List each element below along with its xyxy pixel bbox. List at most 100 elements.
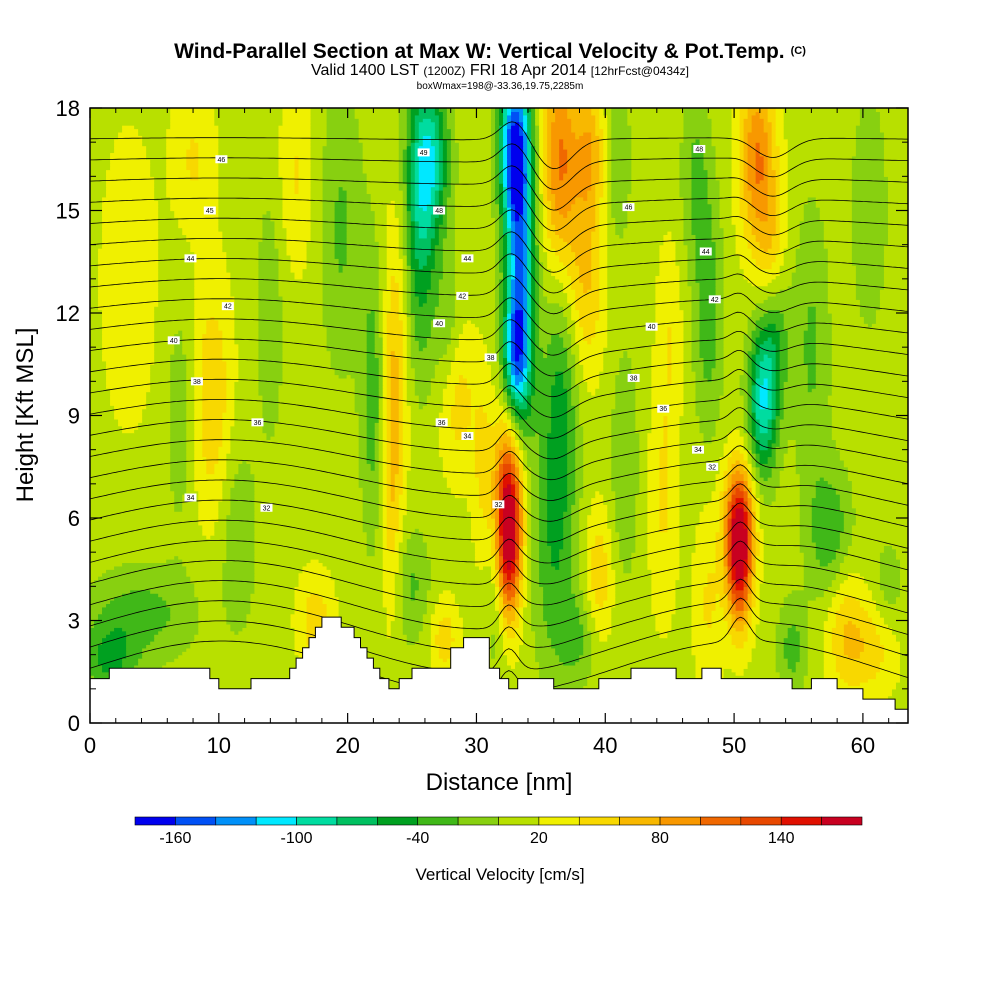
velocity-cell (843, 600, 861, 605)
velocity-cell (503, 343, 508, 348)
velocity-cell (226, 617, 247, 622)
velocity-cell (523, 371, 528, 376)
velocity-cell (779, 439, 789, 444)
velocity-cell (819, 559, 833, 564)
velocity-cell (515, 559, 520, 564)
velocity-cell (691, 579, 709, 584)
velocity-cell (751, 477, 757, 482)
velocity-cell (691, 582, 709, 587)
velocity-cell (899, 661, 908, 666)
velocity-cell (234, 340, 260, 345)
velocity-cell (575, 446, 584, 451)
velocity-cell (254, 572, 300, 577)
velocity-cell (571, 524, 580, 529)
velocity-cell (783, 463, 797, 468)
velocity-cell (274, 429, 360, 434)
velocity-cell (743, 524, 749, 529)
velocity-cell (494, 555, 500, 560)
velocity-cell (727, 559, 733, 564)
velocity-cell (851, 524, 908, 529)
velocity-cell (839, 531, 853, 536)
velocity-cell (703, 432, 717, 437)
velocity-cell (374, 422, 380, 427)
velocity-cell (695, 658, 753, 663)
velocity-cell (382, 524, 388, 529)
velocity-cell (667, 453, 681, 458)
velocity-cell (362, 511, 380, 516)
velocity-cell (478, 487, 492, 492)
velocity-cell (186, 432, 195, 437)
velocity-cell (226, 398, 235, 403)
velocity-cell (382, 398, 388, 403)
velocity-cell (799, 518, 813, 523)
velocity-cell (755, 500, 761, 505)
velocity-cell (727, 521, 733, 526)
velocity-cell (334, 589, 384, 594)
velocity-cell (651, 401, 685, 406)
velocity-cell (787, 357, 805, 362)
velocity-cell (434, 641, 452, 646)
velocity-cell (731, 480, 737, 485)
velocity-cell (394, 354, 404, 359)
velocity-cell (527, 487, 532, 492)
velocity-cell (591, 664, 697, 669)
velocity-cell (527, 548, 532, 553)
velocity-cell (755, 507, 761, 512)
velocity-cell (362, 490, 380, 495)
velocity-cell (883, 596, 897, 601)
velocity-cell (511, 473, 516, 478)
velocity-cell (515, 371, 520, 376)
velocity-cell (494, 340, 500, 345)
velocity-cell (587, 623, 596, 628)
velocity-cell (735, 606, 745, 611)
velocity-cell (767, 381, 773, 386)
velocity-cell (555, 374, 564, 379)
velocity-cell (402, 463, 412, 468)
velocity-cell (751, 569, 757, 574)
velocity-cell (807, 641, 825, 646)
velocity-cell (390, 412, 400, 417)
velocity-cell (747, 562, 753, 567)
velocity-cell (523, 582, 528, 587)
velocity-cell (539, 664, 592, 669)
velocity-cell (366, 436, 376, 441)
velocity-cell (194, 446, 203, 451)
velocity-cell (779, 350, 789, 355)
velocity-cell (615, 521, 636, 526)
velocity-cell (494, 586, 500, 591)
velocity-cell (474, 432, 504, 437)
velocity-cell (402, 381, 408, 386)
velocity-cell (398, 521, 404, 526)
velocity-cell (358, 477, 380, 482)
velocity-cell (282, 367, 336, 372)
velocity-cell (198, 610, 227, 615)
velocity-cell (474, 415, 488, 420)
velocity-cell (466, 497, 480, 502)
velocity-cell (527, 572, 532, 577)
velocity-cell (723, 535, 729, 540)
velocity-cell (515, 364, 524, 369)
velocity-cell (386, 357, 392, 362)
velocity-cell (523, 388, 528, 393)
velocity-cell (442, 459, 476, 464)
velocity-cell (366, 442, 376, 447)
velocity-cell (539, 528, 548, 533)
velocity-cell (743, 340, 753, 345)
velocity-cell (198, 617, 227, 622)
velocity-cell (747, 412, 753, 417)
velocity-cell (835, 576, 849, 581)
velocity-cell (551, 562, 560, 567)
velocity-cell (611, 429, 636, 434)
velocity-cell (695, 535, 717, 540)
velocity-cell (591, 545, 604, 550)
velocity-cell (170, 405, 187, 410)
velocity-cell (102, 606, 171, 611)
velocity-cell (639, 473, 648, 478)
velocity-cell (478, 490, 492, 495)
velocity-cell (507, 408, 512, 413)
velocity-cell (755, 524, 761, 529)
velocity-cell (679, 483, 717, 488)
velocity-cell (647, 456, 660, 461)
velocity-cell (515, 357, 520, 362)
velocity-cell (90, 603, 107, 608)
